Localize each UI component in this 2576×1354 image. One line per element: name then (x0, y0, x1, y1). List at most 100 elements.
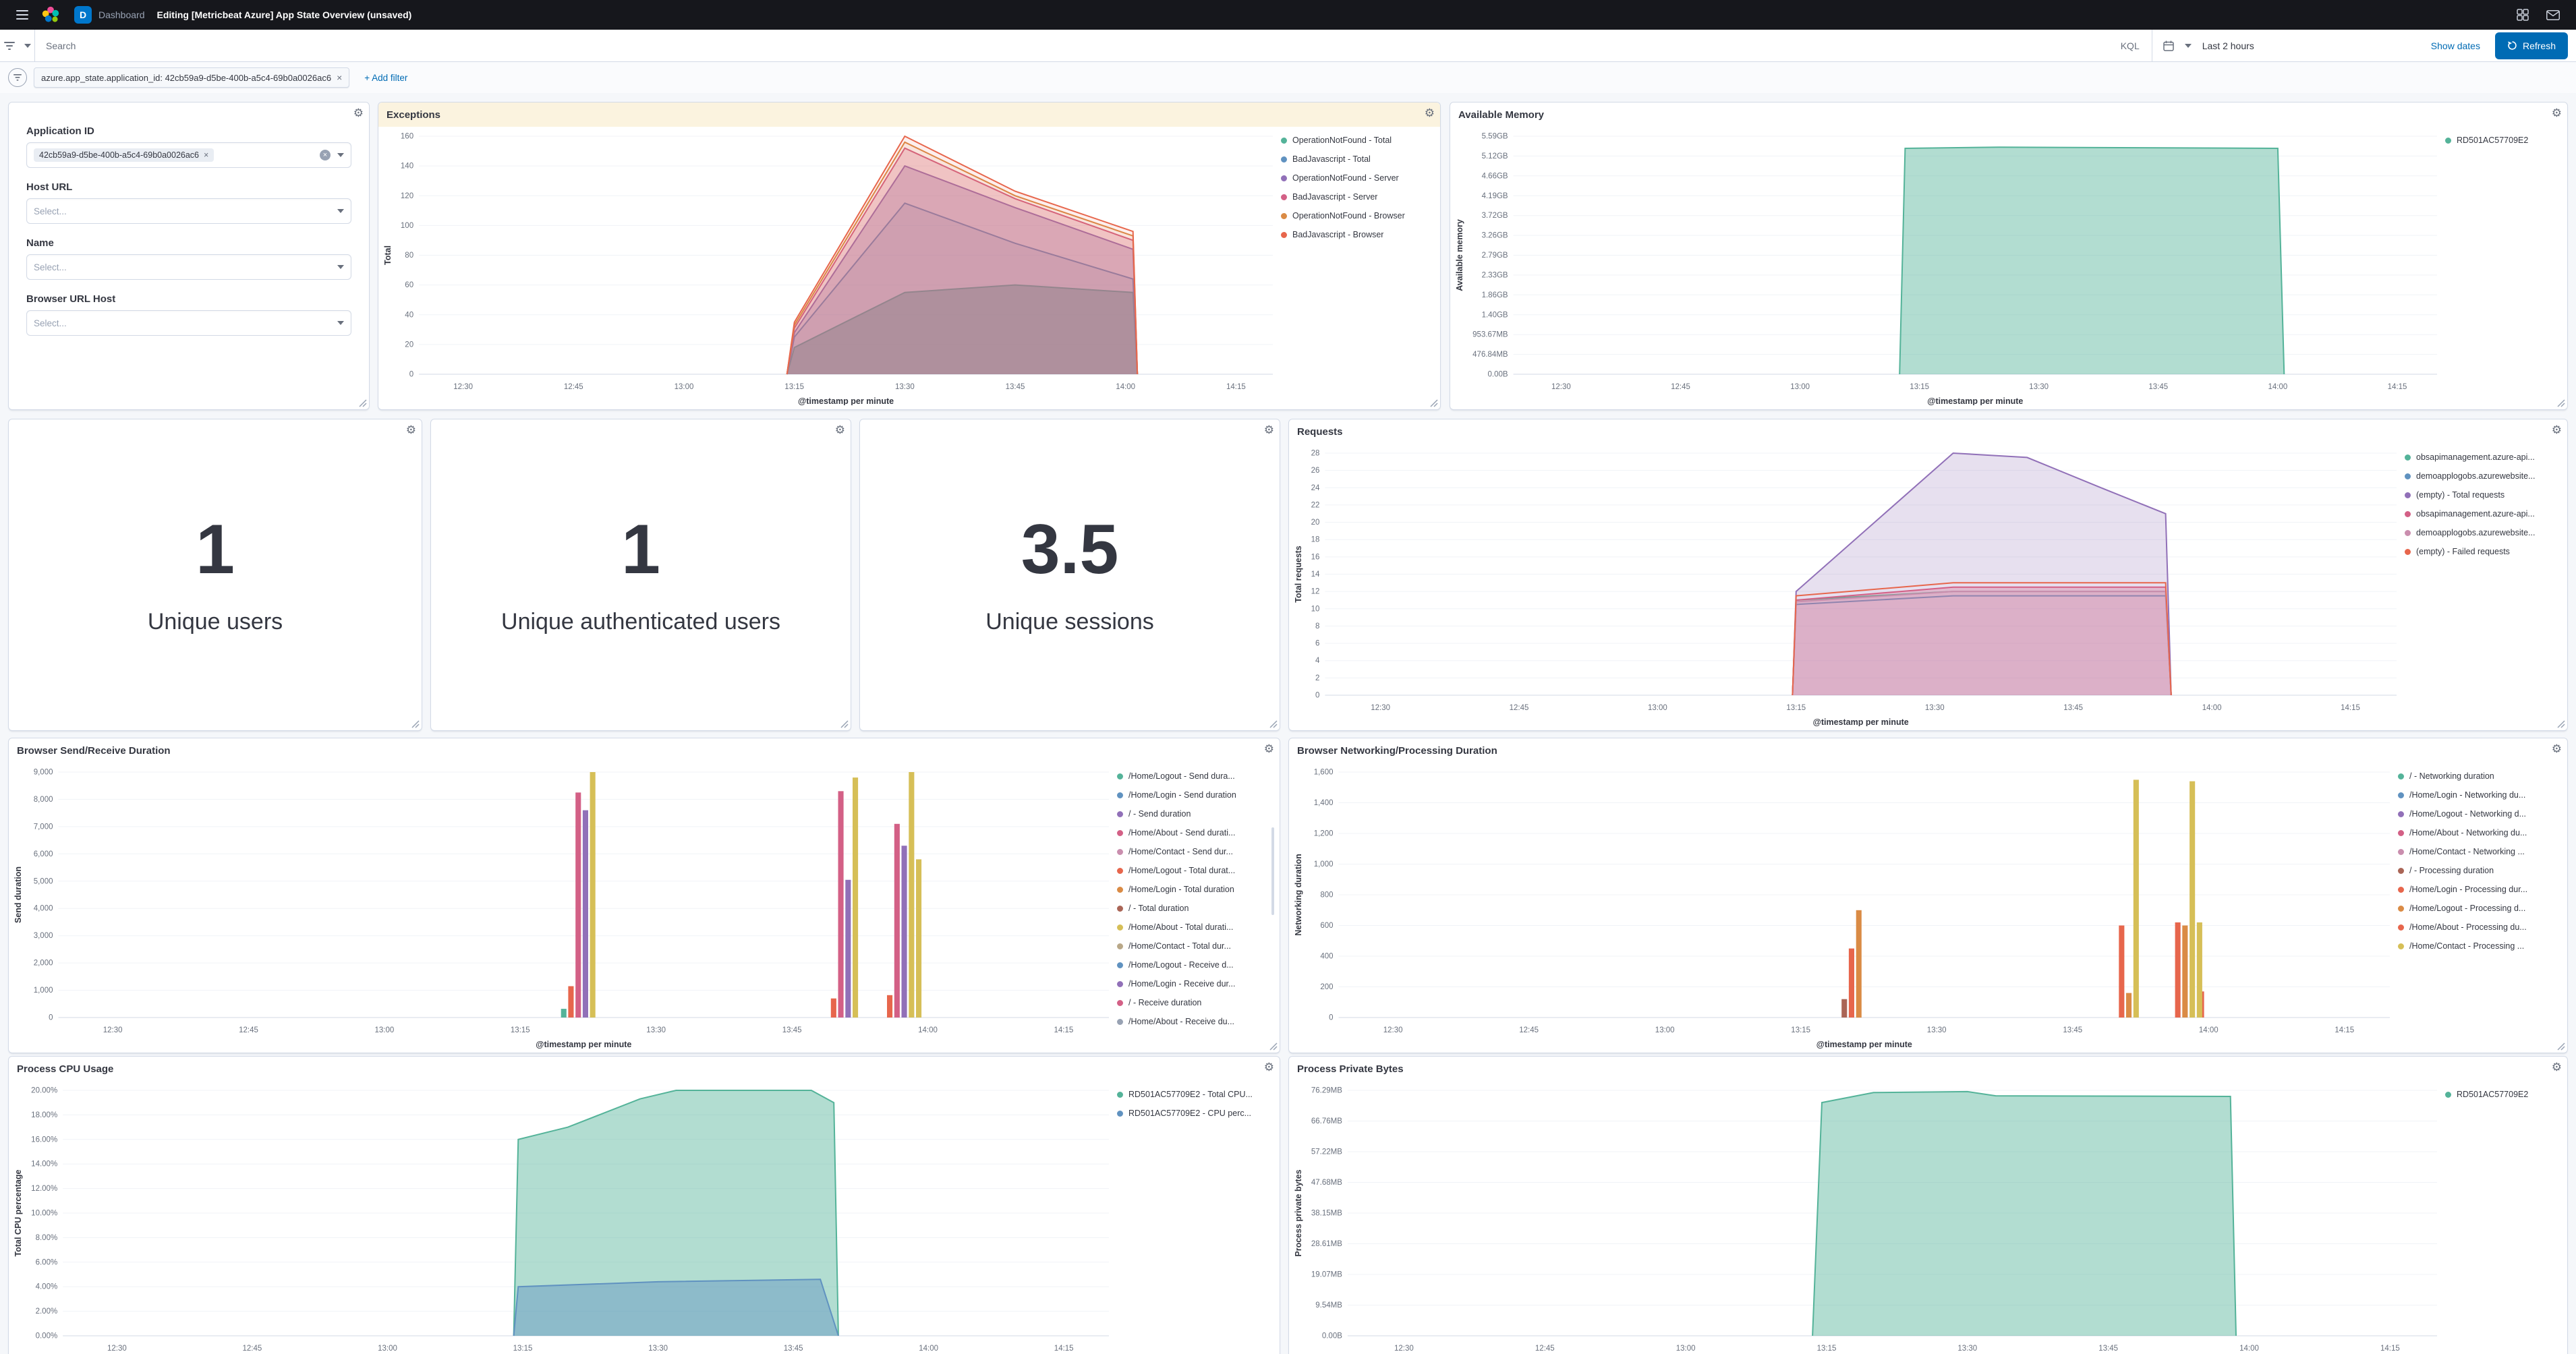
legend-item[interactable]: /Home/Contact - Processing ... (2398, 937, 2563, 955)
date-picker-button[interactable] (2152, 30, 2202, 61)
panel-settings-button[interactable]: ⚙ (2552, 424, 2562, 436)
legend-item[interactable]: obsapimanagement.azure-api... (2405, 448, 2563, 467)
svg-text:12: 12 (1311, 588, 1320, 596)
browser-url-host-select[interactable]: Select... (26, 310, 351, 336)
add-filter-link[interactable]: + Add filter (364, 72, 408, 83)
search-input[interactable] (35, 40, 2121, 51)
resize-handle[interactable] (358, 399, 368, 408)
panel-settings-button[interactable]: ⚙ (1425, 107, 1435, 119)
legend-item[interactable]: BadJavascript - Server (1281, 187, 1436, 206)
panel-settings-button[interactable]: ⚙ (2552, 1061, 2562, 1073)
panel-settings-button[interactable]: ⚙ (2552, 107, 2562, 119)
legend-item[interactable]: (empty) - Total requests (2405, 485, 2563, 504)
refresh-button[interactable]: Refresh (2494, 32, 2568, 59)
legend-item[interactable]: RD501AC57709E2 (2445, 131, 2563, 150)
resize-handle[interactable] (840, 719, 849, 729)
legend-item[interactable]: / - Networking duration (2398, 767, 2563, 786)
legend-item[interactable]: /Home/Login - Receive dur... (1117, 974, 1276, 993)
svg-text:100: 100 (401, 222, 413, 230)
filter-options-button[interactable] (8, 68, 27, 87)
legend-item[interactable]: /Home/Logout - Total durat... (1117, 861, 1276, 880)
legend-item[interactable]: /Home/About - Send durati... (1117, 823, 1276, 842)
legend-item[interactable]: RD501AC57709E2 (2445, 1085, 2563, 1104)
resize-handle[interactable] (411, 719, 420, 729)
chip-remove-icon[interactable]: × (204, 150, 209, 160)
panel-settings-button[interactable]: ⚙ (835, 424, 845, 436)
svg-text:66.76MB: 66.76MB (1311, 1117, 1342, 1125)
legend-item[interactable]: / - Processing duration (2398, 861, 2563, 880)
legend-item[interactable]: /Home/Logout - Processing d... (2398, 899, 2563, 918)
legend-item[interactable]: / - Receive duration (1117, 993, 1276, 1012)
legend-item[interactable]: demoapplogobs.azurewebsite... (2405, 467, 2563, 485)
panel-header[interactable]: Requests (1289, 419, 2567, 444)
legend-item[interactable]: /Home/Contact - Send dur... (1117, 842, 1276, 861)
panel-settings-button[interactable]: ⚙ (353, 107, 364, 119)
panel-header[interactable]: Available Memory (1450, 102, 2567, 127)
resize-handle[interactable] (1269, 719, 1278, 729)
legend-item[interactable]: /Home/About - Receive du... (1117, 1012, 1276, 1031)
elastic-logo[interactable] (35, 0, 66, 30)
legend-scrollbar[interactable] (1271, 827, 1274, 915)
mail-button[interactable] (2540, 0, 2567, 30)
panel-header[interactable]: Exceptions (378, 102, 1440, 127)
filter-pill[interactable]: azure.app_state.application_id: 42cb59a9… (34, 67, 350, 88)
saved-query-button[interactable] (0, 30, 35, 61)
legend-item[interactable]: /Home/Logout - Send dura... (1117, 767, 1276, 786)
legend-item[interactable]: / - Send duration (1117, 804, 1276, 823)
selected-option-chip[interactable]: 42cb59a9-d5be-400b-a5c4-69b0a0026ac6 × (34, 148, 214, 162)
legend-item[interactable]: OperationNotFound - Server (1281, 169, 1436, 187)
name-select[interactable]: Select... (26, 254, 351, 280)
legend-item[interactable]: /Home/About - Processing du... (2398, 918, 2563, 937)
show-dates-link[interactable]: Show dates (2430, 40, 2480, 51)
legend-item[interactable]: OperationNotFound - Browser (1281, 206, 1436, 225)
legend-item[interactable]: /Home/Contact - Networking ... (2398, 842, 2563, 861)
panel-settings-button[interactable]: ⚙ (1264, 743, 1274, 755)
legend-dot-icon (1117, 999, 1123, 1006)
legend-item[interactable]: /Home/Login - Send duration (1117, 786, 1276, 804)
legend-item[interactable]: RD501AC57709E2 - Total CPU... (1117, 1085, 1276, 1104)
legend-item[interactable]: /Home/About - Networking du... (2398, 823, 2563, 842)
gear-icon: ⚙ (2551, 107, 2562, 119)
resize-handle[interactable] (1269, 1042, 1278, 1051)
panel-settings-button[interactable]: ⚙ (1264, 424, 1274, 436)
legend-item[interactable]: / - Total duration (1117, 899, 1276, 918)
resize-handle[interactable] (2556, 719, 2566, 729)
panel-settings-button[interactable]: ⚙ (2552, 743, 2562, 755)
legend-item[interactable]: /Home/Login - Total duration (1117, 880, 1276, 899)
exceptions-chart: 0 20 40 60 80 100 120 140 160 12:30 12:45 13:00 13:1… (382, 127, 1281, 406)
legend-label: / - Send duration (1128, 809, 1191, 819)
panel-header[interactable]: Process Private Bytes (1289, 1057, 2567, 1081)
hamburger-button[interactable] (9, 0, 35, 30)
legend-item[interactable]: /Home/About - Total durati... (1117, 918, 1276, 937)
legend-item[interactable]: (empty) - Failed requests (2405, 542, 2563, 561)
legend-item[interactable]: /Home/Login - Processing dur... (2398, 880, 2563, 899)
resize-handle[interactable] (2556, 399, 2566, 408)
kql-selector[interactable]: KQL (2120, 40, 2140, 51)
legend-item[interactable]: /Home/Login - Networking du... (2398, 786, 2563, 804)
legend-item[interactable]: OperationNotFound - Total (1281, 131, 1436, 150)
application-id-combobox[interactable]: 42cb59a9-d5be-400b-a5c4-69b0a0026ac6 × × (26, 142, 351, 168)
legend-item[interactable]: BadJavascript - Browser (1281, 225, 1436, 244)
apps-button[interactable] (2510, 0, 2536, 30)
legend-item[interactable]: obsapimanagement.azure-api... (2405, 504, 2563, 523)
host-url-select[interactable]: Select... (26, 198, 351, 224)
legend-item[interactable]: /Home/Contact - Total dur... (1117, 937, 1276, 955)
panel-settings-button[interactable]: ⚙ (406, 424, 416, 436)
resize-handle[interactable] (2556, 1042, 2566, 1051)
panel-header[interactable]: Browser Networking/Processing Duration (1289, 738, 2567, 763)
remove-filter-icon[interactable]: × (337, 72, 343, 83)
metric-unique-authenticated-users: 1 Unique authenticated users (431, 419, 851, 730)
resize-handle[interactable] (1429, 399, 1439, 408)
legend-item[interactable]: demoapplogobs.azurewebsite... (2405, 523, 2563, 542)
svg-text:4,000: 4,000 (34, 905, 53, 913)
time-range-display[interactable]: Last 2 hours (2202, 40, 2254, 51)
legend-item[interactable]: /Home/Logout - Networking d... (2398, 804, 2563, 823)
panel-header[interactable]: Process CPU Usage (9, 1057, 1280, 1081)
legend-item[interactable]: BadJavascript - Total (1281, 150, 1436, 169)
panel-header[interactable]: Browser Send/Receive Duration (9, 738, 1280, 763)
legend-item[interactable]: RD501AC57709E2 - CPU perc... (1117, 1104, 1276, 1123)
clear-selection-icon[interactable]: × (320, 150, 331, 160)
breadcrumb[interactable]: Dashboard (98, 9, 145, 20)
panel-settings-button[interactable]: ⚙ (1264, 1061, 1274, 1073)
legend-item[interactable]: /Home/Logout - Receive d... (1117, 955, 1276, 974)
